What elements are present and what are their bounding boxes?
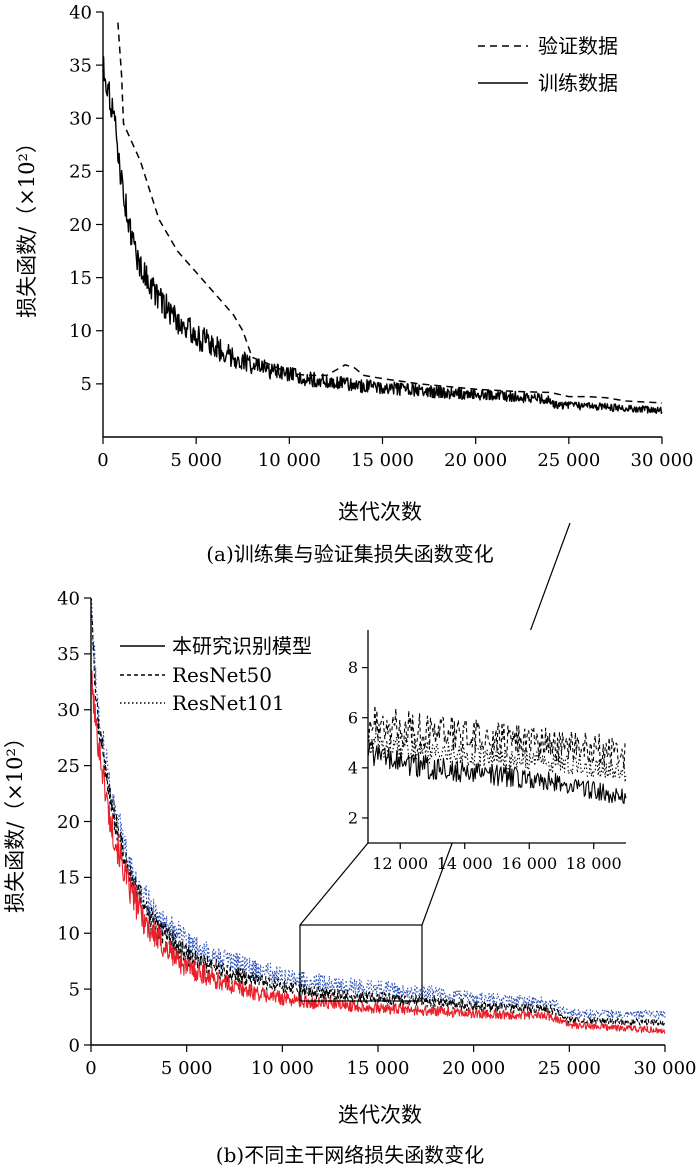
inset-x-tick-label: 16 000 — [501, 854, 557, 873]
inset-y-tick-label: 8 — [348, 658, 358, 677]
chart-a-y-tick-label: 10 — [69, 321, 92, 342]
chart-b-series-group — [90, 597, 666, 1034]
chart-b-y-tick-label: 30 — [57, 700, 80, 721]
chart-a-ticks: 0 5 000 10 000 15 000 20 000 25 000 30 000 5 10 1… — [69, 2, 693, 471]
chart-b-y-tick-label: 5 — [69, 979, 80, 1000]
inset-y-tick-label: 6 — [348, 708, 358, 727]
chart-b-x-tick-label: 10 000 — [251, 1058, 314, 1079]
inset-y-tick-label: 4 — [348, 758, 358, 777]
legend-training-label: 训练数据 — [538, 71, 618, 95]
chart-b-x-tick-label: 15 000 — [347, 1058, 410, 1079]
chart-a-x-tick-label: 15 000 — [351, 450, 414, 471]
chart-b-x-label: 迭代次数 — [338, 1103, 422, 1127]
chart-b-y-label: 损失函数/（×10²） — [3, 727, 27, 913]
legend-proposed-label: 本研究识别模型 — [172, 634, 312, 658]
chart-b-y-tick-label: 0 — [69, 1035, 80, 1056]
chart-a-x-tick-label: 10 000 — [258, 450, 321, 471]
chart-a-x-tick-label: 0 — [97, 450, 108, 471]
inset-series-group — [367, 704, 627, 805]
chart-b-x-tick-label: 20 000 — [442, 1058, 505, 1079]
chart-a-y-tick-label: 30 — [69, 109, 92, 130]
chart-b-caption: (b)不同主干网络损失函数变化 — [216, 1143, 484, 1167]
series-line-a-1 — [102, 56, 663, 414]
chart-a: 0 5 000 10 000 15 000 20 000 25 000 30 000 5 10 1… — [15, 2, 693, 566]
chart-a-y-label: 损失函数/（×10²） — [15, 132, 39, 318]
chart-a-y-tick-label: 15 — [69, 268, 92, 289]
chart-b-y-tick-label: 15 — [57, 868, 80, 889]
series-line-inset-2 — [367, 732, 627, 783]
legend-validation-label: 验证数据 — [538, 34, 618, 58]
chart-a-y-tick-label: 5 — [81, 374, 92, 395]
series-line-b-1 — [90, 614, 666, 1026]
inset-ticks: 12 000 14 000 16 000 18 000 2 4 6 8 — [348, 658, 622, 873]
chart-a-y-tick-label: 40 — [69, 2, 92, 23]
chart-b-ticks: 0 5 000 10 000 15 000 20 000 25 000 30 000 0 5 10… — [57, 588, 696, 1079]
chart-b-x-tick-label: 25 000 — [538, 1058, 601, 1079]
chart-a-caption: (a)训练集与验证集损失函数变化 — [206, 542, 494, 566]
series-line-inset-1 — [367, 704, 627, 770]
chart-b-x-tick-label: 30 000 — [634, 1058, 697, 1079]
inset-x-tick-label: 18 000 — [566, 854, 622, 873]
chart-a-series-group — [102, 22, 663, 414]
chart-b-y-tick-label: 25 — [57, 756, 80, 777]
chart-a-y-tick-label: 35 — [69, 55, 92, 76]
chart-a-x-tick-label: 5 000 — [170, 450, 222, 471]
zoom-connector-left — [299, 842, 369, 926]
chart-b-y-tick-label: 35 — [57, 644, 80, 665]
chart-a-legend: 验证数据 训练数据 — [478, 34, 618, 95]
chart-b-y-tick-label: 20 — [57, 812, 80, 833]
zoom-box — [299, 924, 423, 1002]
chart-a-y-tick-label: 25 — [69, 162, 92, 183]
chart-b-inset: 12 000 14 000 16 000 18 000 2 4 6 8 — [348, 630, 627, 873]
chart-a-x-tick-label: 30 000 — [631, 450, 694, 471]
legend-resnet101-label: ResNet101 — [172, 691, 285, 715]
chart-a-y-tick-label: 20 — [69, 215, 92, 236]
series-line-b-0 — [90, 670, 666, 1034]
inset-y-tick-label: 2 — [348, 809, 358, 828]
chart-b-y-tick-label: 10 — [57, 924, 80, 945]
chart-a-x-label: 迭代次数 — [338, 500, 422, 524]
chart-b-x-tick-label: 5 000 — [161, 1058, 213, 1079]
inset-x-tick-label: 12 000 — [372, 854, 428, 873]
chart-a-x-tick-label: 25 000 — [537, 450, 600, 471]
chart-b-y-tick-label: 40 — [57, 588, 80, 609]
series-line-inset-0 — [367, 740, 627, 805]
inset-x-tick-label: 14 000 — [437, 854, 493, 873]
chart-b: 0 5 000 10 000 15 000 20 000 25 000 30 000 0 5 10… — [3, 522, 696, 1167]
chart-a-x-tick-label: 20 000 — [444, 450, 507, 471]
legend-resnet50-label: ResNet50 — [172, 663, 272, 687]
chart-b-x-tick-label: 0 — [85, 1058, 96, 1079]
chart-b-legend: 本研究识别模型 ResNet50 ResNet101 — [120, 634, 312, 715]
